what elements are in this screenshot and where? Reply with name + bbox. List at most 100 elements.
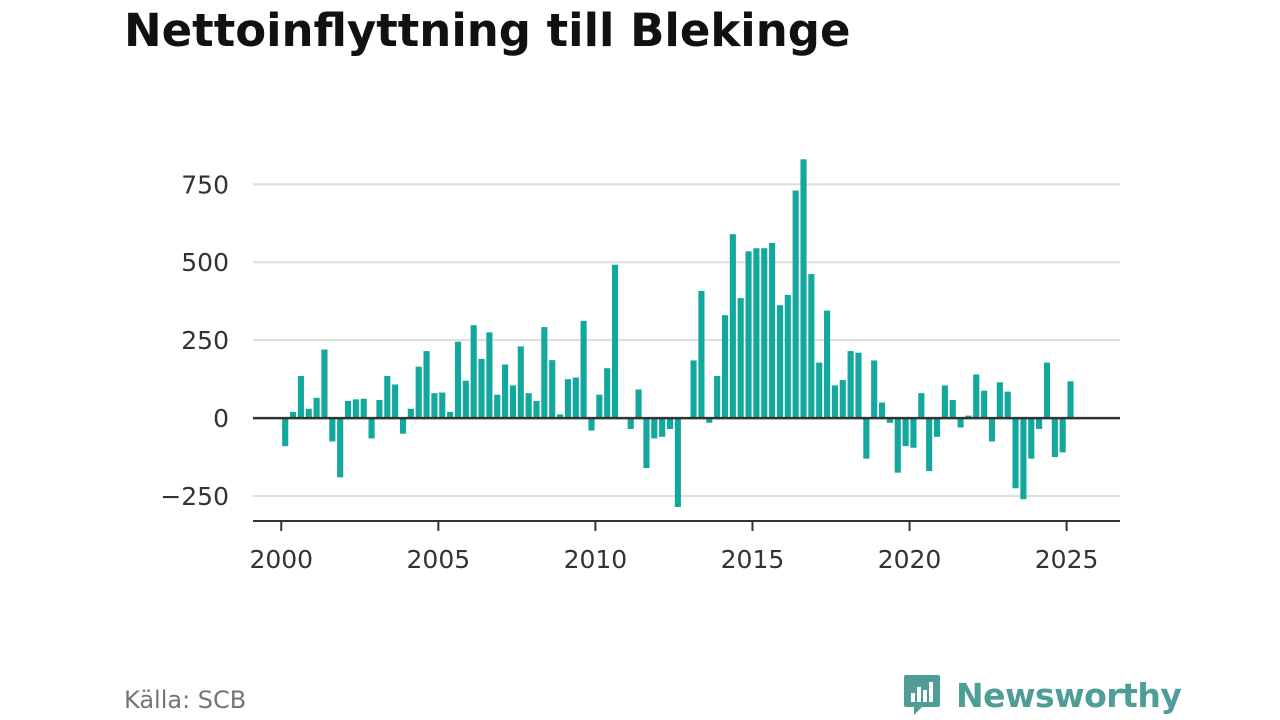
chart-title: Nettoinflyttning till Blekinge <box>124 4 851 57</box>
bar <box>698 290 705 419</box>
source-note: Källa: SCB <box>124 686 247 714</box>
bar <box>721 315 729 419</box>
bar <box>753 248 760 419</box>
bar <box>454 341 462 419</box>
bar <box>988 418 996 442</box>
y-tick-label: −250 <box>160 482 229 511</box>
newsworthy-brand[interactable]: Newsworthy <box>902 670 1182 720</box>
bar <box>1067 381 1074 419</box>
bar <box>415 366 422 419</box>
bar <box>769 242 776 419</box>
newsworthy-logo-icon <box>904 675 940 715</box>
bar <box>839 380 846 419</box>
bar <box>761 248 768 419</box>
bar <box>816 362 823 419</box>
bar <box>431 393 438 419</box>
bar <box>933 418 941 437</box>
bar <box>651 418 658 439</box>
bar <box>1043 362 1051 419</box>
bar <box>714 376 721 419</box>
bar <box>886 418 893 423</box>
bar <box>407 408 414 419</box>
y-tick-label: 0 <box>213 404 229 433</box>
bar <box>745 251 752 419</box>
bar <box>486 332 493 419</box>
bar <box>800 159 807 419</box>
bar <box>784 294 791 419</box>
bar <box>792 190 799 419</box>
bar <box>635 389 642 419</box>
bar <box>344 400 352 419</box>
x-tick-label: 2010 <box>564 545 628 574</box>
tick-labels: −250 0 250 500 750 2000 2005 2010 2015 2020 2025 <box>160 170 1098 574</box>
bar <box>604 368 611 419</box>
bar <box>360 398 367 419</box>
bar <box>831 385 838 419</box>
bar <box>297 376 304 419</box>
bar <box>1051 418 1058 458</box>
bar <box>981 390 988 419</box>
bar <box>533 400 540 419</box>
y-tick-label: 500 <box>181 248 229 277</box>
bar <box>627 418 634 430</box>
bar <box>399 418 407 434</box>
bar <box>439 392 446 419</box>
bar <box>737 298 744 419</box>
bar <box>305 408 312 419</box>
x-tick-label: 2020 <box>878 545 942 574</box>
bar <box>926 418 933 472</box>
bar <box>941 385 948 419</box>
bar <box>329 418 336 442</box>
bar <box>1012 418 1019 489</box>
bar <box>509 385 517 419</box>
bar <box>957 418 964 428</box>
bar <box>337 418 344 478</box>
bar <box>949 400 956 419</box>
bar <box>666 418 674 430</box>
bar <box>902 418 909 447</box>
y-tick-label: 750 <box>181 170 229 199</box>
bar <box>847 351 854 419</box>
x-tick-label: 2005 <box>407 545 471 574</box>
bar <box>517 346 524 419</box>
bar <box>557 414 564 419</box>
bar <box>910 418 917 448</box>
bar <box>384 376 391 419</box>
bar <box>502 364 509 419</box>
bar <box>470 325 477 419</box>
bar <box>1036 418 1043 430</box>
bar <box>462 380 469 419</box>
bar <box>918 393 925 419</box>
bar <box>1004 391 1011 419</box>
bar <box>659 418 666 437</box>
logo-bar-2 <box>917 687 921 702</box>
chart-axes <box>253 416 1120 531</box>
bar <box>1028 418 1035 459</box>
bar <box>352 399 359 419</box>
bar <box>824 310 831 419</box>
bar <box>611 264 619 419</box>
bar <box>289 411 297 419</box>
bar <box>392 384 399 419</box>
bar <box>549 360 556 419</box>
logo-bar-4 <box>929 682 933 702</box>
bar <box>1059 418 1066 453</box>
bar <box>478 358 485 419</box>
logo-bar-3 <box>923 690 927 702</box>
bar <box>706 418 713 423</box>
bar <box>965 415 972 419</box>
bar <box>808 274 815 419</box>
logo-speech-bubble <box>904 675 940 715</box>
bar <box>973 374 980 419</box>
bar <box>525 393 532 419</box>
bar <box>494 394 501 419</box>
chart-bars <box>282 159 1074 507</box>
bar <box>690 360 697 419</box>
bar <box>894 418 901 473</box>
y-tick-label: 250 <box>181 326 229 355</box>
bar <box>541 327 548 419</box>
x-tick-label: 2000 <box>249 545 313 574</box>
bar <box>596 394 603 419</box>
bar <box>996 382 1003 419</box>
